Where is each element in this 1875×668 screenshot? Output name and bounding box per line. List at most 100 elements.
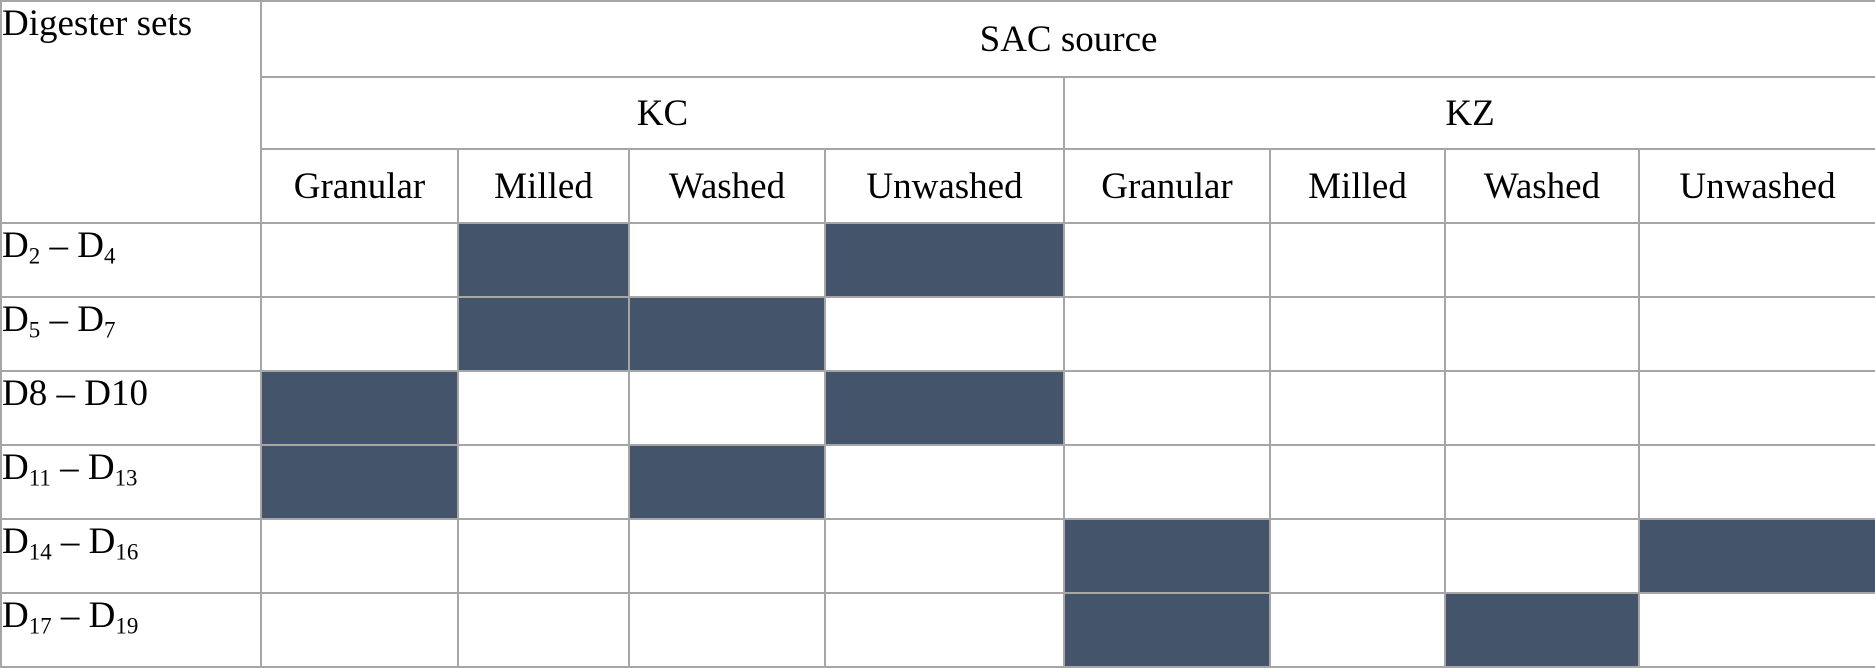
corner-header-digester-sets: Digester sets — [0, 0, 262, 224]
empty-cell — [1444, 444, 1640, 520]
row-label-text: – — [50, 447, 88, 488]
table-row: D17 – D19 — [0, 592, 1875, 668]
row-label: D17 – D19 — [0, 592, 262, 668]
filled-cell — [457, 222, 630, 298]
empty-cell — [457, 370, 630, 446]
filled-cell — [1637, 518, 1875, 594]
filled-cell — [1444, 592, 1640, 668]
empty-cell — [1063, 444, 1271, 520]
column-header-kz-unwashed: Unwashed — [1637, 148, 1875, 224]
column-header-kc-milled: Milled — [457, 148, 630, 224]
row-label-subscript: 16 — [115, 539, 139, 565]
row-label-text: D — [88, 595, 116, 636]
row-label-subscript: 5 — [28, 317, 41, 343]
table-row: D2 – D4 — [0, 222, 1875, 298]
row-label-text: – — [51, 521, 89, 562]
column-header-kc-granular: Granular — [260, 148, 459, 224]
empty-cell — [457, 592, 630, 668]
row-label-text: D — [77, 299, 104, 340]
empty-cell — [628, 222, 826, 298]
empty-cell — [1063, 222, 1271, 298]
row-label-subscript: 14 — [28, 539, 52, 565]
empty-cell — [1637, 370, 1875, 446]
empty-cell — [1269, 296, 1446, 372]
empty-cell — [260, 592, 459, 668]
row-label: D2 – D4 — [0, 222, 262, 298]
row-label-text: D — [2, 447, 29, 488]
empty-cell — [260, 296, 459, 372]
row-label: D8 – D10 — [0, 370, 262, 446]
empty-cell — [824, 518, 1065, 594]
header-row-subcolumns: Granular Milled Washed Unwashed Granular Mill… — [1, 148, 1875, 224]
empty-cell — [824, 296, 1065, 372]
table-row: D8 – D10 — [0, 370, 1875, 446]
row-label-text: D — [2, 299, 29, 340]
row-label-text: – — [40, 299, 78, 340]
empty-cell — [1444, 518, 1640, 594]
empty-cell — [1269, 444, 1446, 520]
empty-cell — [1063, 370, 1271, 446]
empty-cell — [1444, 296, 1640, 372]
row-label-subscript: 2 — [28, 243, 41, 269]
row-label-subscript: 13 — [114, 465, 138, 491]
header-sac-source: SAC source — [259, 0, 1875, 78]
column-header-kz-washed: Washed — [1444, 148, 1640, 224]
row-label-text: D8 – D10 — [2, 373, 148, 414]
row-label-text: D — [87, 447, 115, 488]
column-header-kc-unwashed: Unwashed — [824, 148, 1065, 224]
filled-cell — [824, 370, 1065, 446]
row-label-text: D — [2, 595, 29, 636]
filled-cell — [628, 444, 826, 520]
row-label-text: D — [2, 225, 29, 266]
filled-cell — [260, 444, 459, 520]
row-label-text: D — [88, 521, 116, 562]
empty-cell — [1637, 296, 1875, 372]
empty-cell — [1269, 222, 1446, 298]
row-label-subscript: 11 — [28, 465, 51, 491]
row-label-text: – — [40, 225, 78, 266]
column-header-kc-washed: Washed — [628, 148, 826, 224]
table-row: D14 – D16 — [0, 518, 1875, 594]
header-group-kz: KZ — [1062, 76, 1875, 150]
filled-cell — [260, 370, 459, 446]
row-label-text: D — [2, 521, 29, 562]
header-row-groups: KC KZ — [1, 76, 1875, 150]
row-label: D14 – D16 — [0, 518, 262, 594]
empty-cell — [824, 444, 1065, 520]
empty-cell — [1444, 222, 1640, 298]
column-header-kz-milled: Milled — [1269, 148, 1446, 224]
filled-cell — [457, 296, 630, 372]
header-group-kc: KC — [260, 76, 1065, 150]
row-label-text: D — [77, 225, 104, 266]
row-label-subscript: 19 — [115, 613, 139, 639]
row-label: D5 – D7 — [0, 296, 262, 372]
empty-cell — [1444, 370, 1640, 446]
empty-cell — [1637, 222, 1875, 298]
row-label-subscript: 7 — [103, 317, 116, 343]
empty-cell — [1269, 370, 1446, 446]
empty-cell — [1637, 444, 1875, 520]
empty-cell — [824, 592, 1065, 668]
table-row: D5 – D7 — [0, 296, 1875, 372]
filled-cell — [628, 296, 826, 372]
row-label-subscript: 17 — [28, 613, 52, 639]
row-label-subscript: 4 — [103, 243, 116, 269]
filled-cell — [1063, 592, 1271, 668]
empty-cell — [628, 518, 826, 594]
empty-cell — [1637, 592, 1875, 668]
empty-cell — [628, 592, 826, 668]
row-label: D11 – D13 — [0, 444, 262, 520]
empty-cell — [457, 518, 630, 594]
row-label-text: – — [51, 595, 89, 636]
empty-cell — [260, 518, 459, 594]
empty-cell — [1269, 592, 1446, 668]
empty-cell — [628, 370, 826, 446]
table-row: D11 – D13 — [0, 444, 1875, 520]
column-header-kz-granular: Granular — [1063, 148, 1271, 224]
filled-cell — [1063, 518, 1271, 594]
empty-cell — [1269, 518, 1446, 594]
empty-cell — [457, 444, 630, 520]
header-row-sac: Digester sets SAC source — [0, 0, 1875, 224]
filled-cell — [824, 222, 1065, 298]
